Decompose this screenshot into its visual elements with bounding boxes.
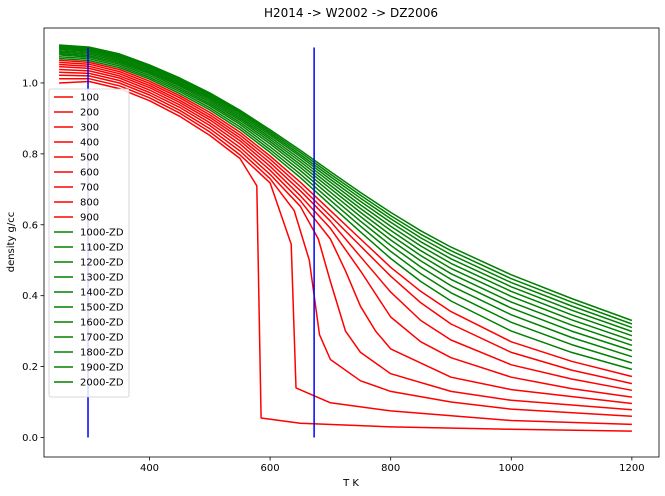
y-tick-label: 0.8 [22,149,38,160]
y-tick-label: 0.6 [22,220,38,231]
legend-label: 1500-ZD [80,303,124,314]
legend-label: 700 [80,183,99,194]
legend-label: 500 [80,153,99,164]
y-tick-label: 0.4 [22,291,38,302]
y-tick-label: 0.0 [22,433,38,444]
y-tick-label: 1.0 [22,78,38,89]
legend-label: 100 [80,93,99,104]
legend-label: 800 [80,198,99,209]
x-tick-label: 600 [261,463,280,474]
legend-label: 1700-ZD [80,333,124,344]
y-axis-label: density g/cc [6,212,17,273]
legend-label: 1600-ZD [80,318,124,329]
legend-label: 600 [80,168,99,179]
legend-label: 200 [80,108,99,119]
legend: 100 200 300 400 500 600 700 800 900 1000-ZD 1100-Z… [49,89,129,397]
x-tick-label: 400 [140,463,159,474]
x-axis-label: T K [342,478,359,489]
y-tick-label: 0.2 [22,362,38,373]
legend-label: 1100-ZD [80,243,124,254]
legend-label: 900 [80,213,99,224]
legend-label: 1200-ZD [80,258,124,269]
x-tick-label: 1200 [619,463,644,474]
legend-label: 1400-ZD [80,288,124,299]
x-tick-label: 800 [381,463,400,474]
chart-title: H2014 -> W2002 -> DZ2006 [264,6,438,20]
legend-label: 400 [80,138,99,149]
legend-label: 1800-ZD [80,348,124,359]
legend-label: 1900-ZD [80,363,124,374]
legend-label: 2000-ZD [80,378,124,389]
legend-label: 1000-ZD [80,228,124,239]
legend-label: 300 [80,123,99,134]
x-tick-label: 1000 [499,463,524,474]
legend-label: 1300-ZD [80,273,124,284]
